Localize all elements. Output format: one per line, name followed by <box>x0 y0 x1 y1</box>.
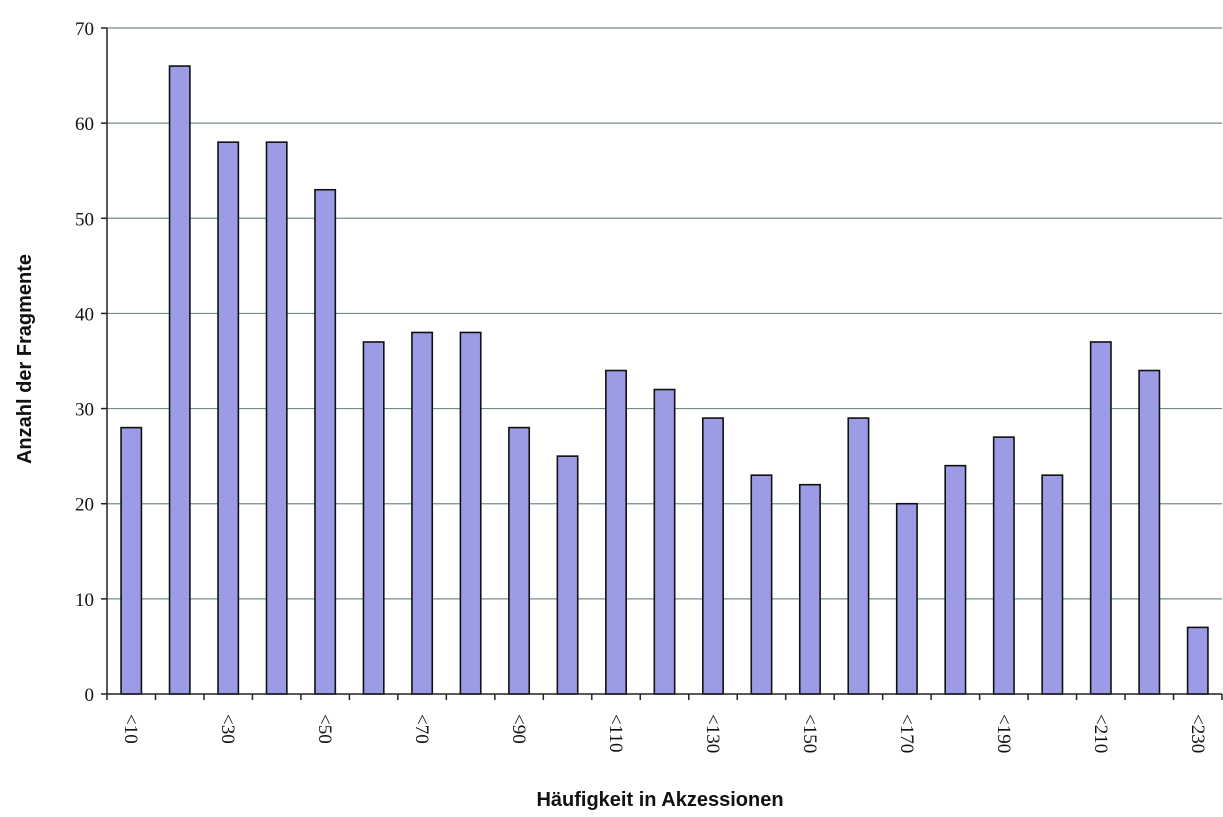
y-tick-label: 20 <box>75 495 94 516</box>
x-tick-labels: <10 <30 <50 <70 <90 <110 <130 <150 <170 <190 <210 <… <box>120 714 1208 753</box>
bar <box>1138 369 1161 695</box>
y-tick-label: 40 <box>75 304 94 325</box>
bar <box>265 141 288 695</box>
y-tick-label: 50 <box>75 209 94 230</box>
bar <box>750 474 773 695</box>
y-tick-label: 60 <box>75 114 94 135</box>
bar <box>895 502 918 695</box>
x-tick-label: <10 <box>120 714 141 744</box>
bar <box>944 464 967 695</box>
bar <box>992 436 1015 695</box>
x-tick-label: <30 <box>217 714 238 744</box>
bar <box>120 426 143 695</box>
y-tick-label: 30 <box>75 400 94 421</box>
y-tick-labels: 0 10 20 30 40 50 60 70 <box>75 19 94 706</box>
x-tick-label: <70 <box>411 714 432 744</box>
bar <box>556 455 579 695</box>
bar <box>701 417 724 695</box>
bar <box>217 141 240 695</box>
bar <box>508 426 531 695</box>
x-tick-label: <150 <box>799 714 820 753</box>
axis-layer <box>101 27 1223 700</box>
bar <box>362 341 385 695</box>
bar <box>1089 341 1112 695</box>
bar <box>605 369 628 695</box>
bar <box>847 417 870 695</box>
y-tick-label: 0 <box>85 685 95 706</box>
x-tick-label: <210 <box>1090 714 1111 753</box>
x-tick-label: <110 <box>605 714 626 753</box>
x-tick-label: <170 <box>896 714 917 753</box>
x-axis-title: Häufigkeit in Akzessionen <box>536 789 783 811</box>
x-tick-label: <190 <box>993 714 1014 753</box>
bar <box>798 483 821 695</box>
bar <box>653 388 676 695</box>
x-tick-label: <50 <box>314 714 335 744</box>
bar <box>1186 626 1209 695</box>
y-tick-label: 70 <box>75 19 94 40</box>
bar <box>1041 474 1064 695</box>
x-tick-label: <230 <box>1187 714 1208 753</box>
x-tick-label: <130 <box>702 714 723 753</box>
y-tick-label: 10 <box>75 590 94 611</box>
y-axis-title: Anzahl der Fragmente <box>14 254 36 464</box>
bar <box>411 331 434 695</box>
bar <box>459 331 482 695</box>
bar <box>168 65 191 695</box>
bar-layer <box>120 65 1209 695</box>
bar <box>314 188 337 695</box>
x-tick-label: <90 <box>508 714 529 744</box>
